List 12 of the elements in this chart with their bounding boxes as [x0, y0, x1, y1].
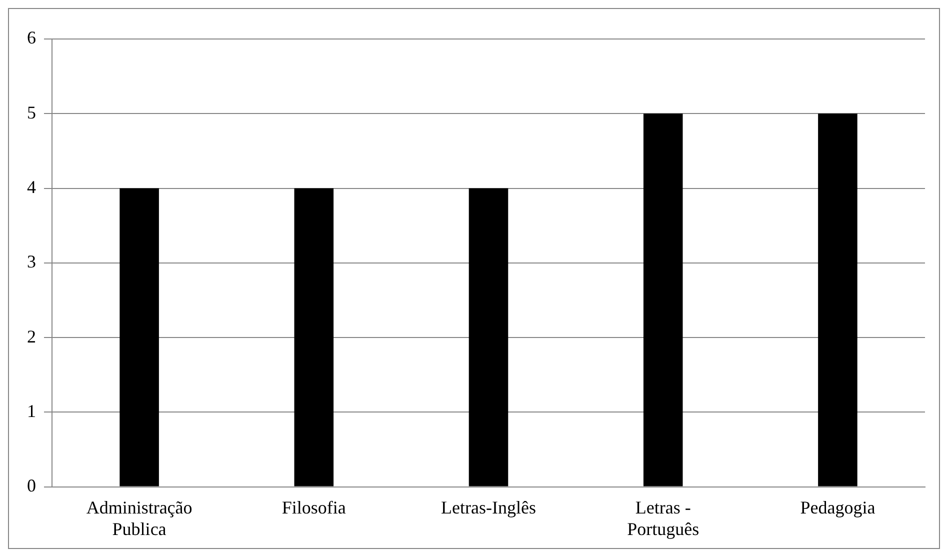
y-tick-label: 5: [27, 102, 36, 122]
x-tick-label: Filosofia: [282, 497, 346, 518]
x-tick-label: Pedagogia: [800, 497, 876, 518]
x-tick-label: Administração Publica: [86, 497, 192, 539]
x-tick-label: Letras - Português: [627, 497, 700, 539]
x-tick-label: Letras-Inglês: [441, 497, 536, 518]
y-tick-label: 2: [27, 326, 36, 346]
y-tick-label: 1: [27, 400, 36, 421]
y-tick-label: 6: [27, 28, 36, 48]
y-tick-label: 3: [27, 252, 36, 272]
y-tick-label: 4: [27, 177, 36, 197]
y-tick-label: 0: [27, 476, 36, 496]
